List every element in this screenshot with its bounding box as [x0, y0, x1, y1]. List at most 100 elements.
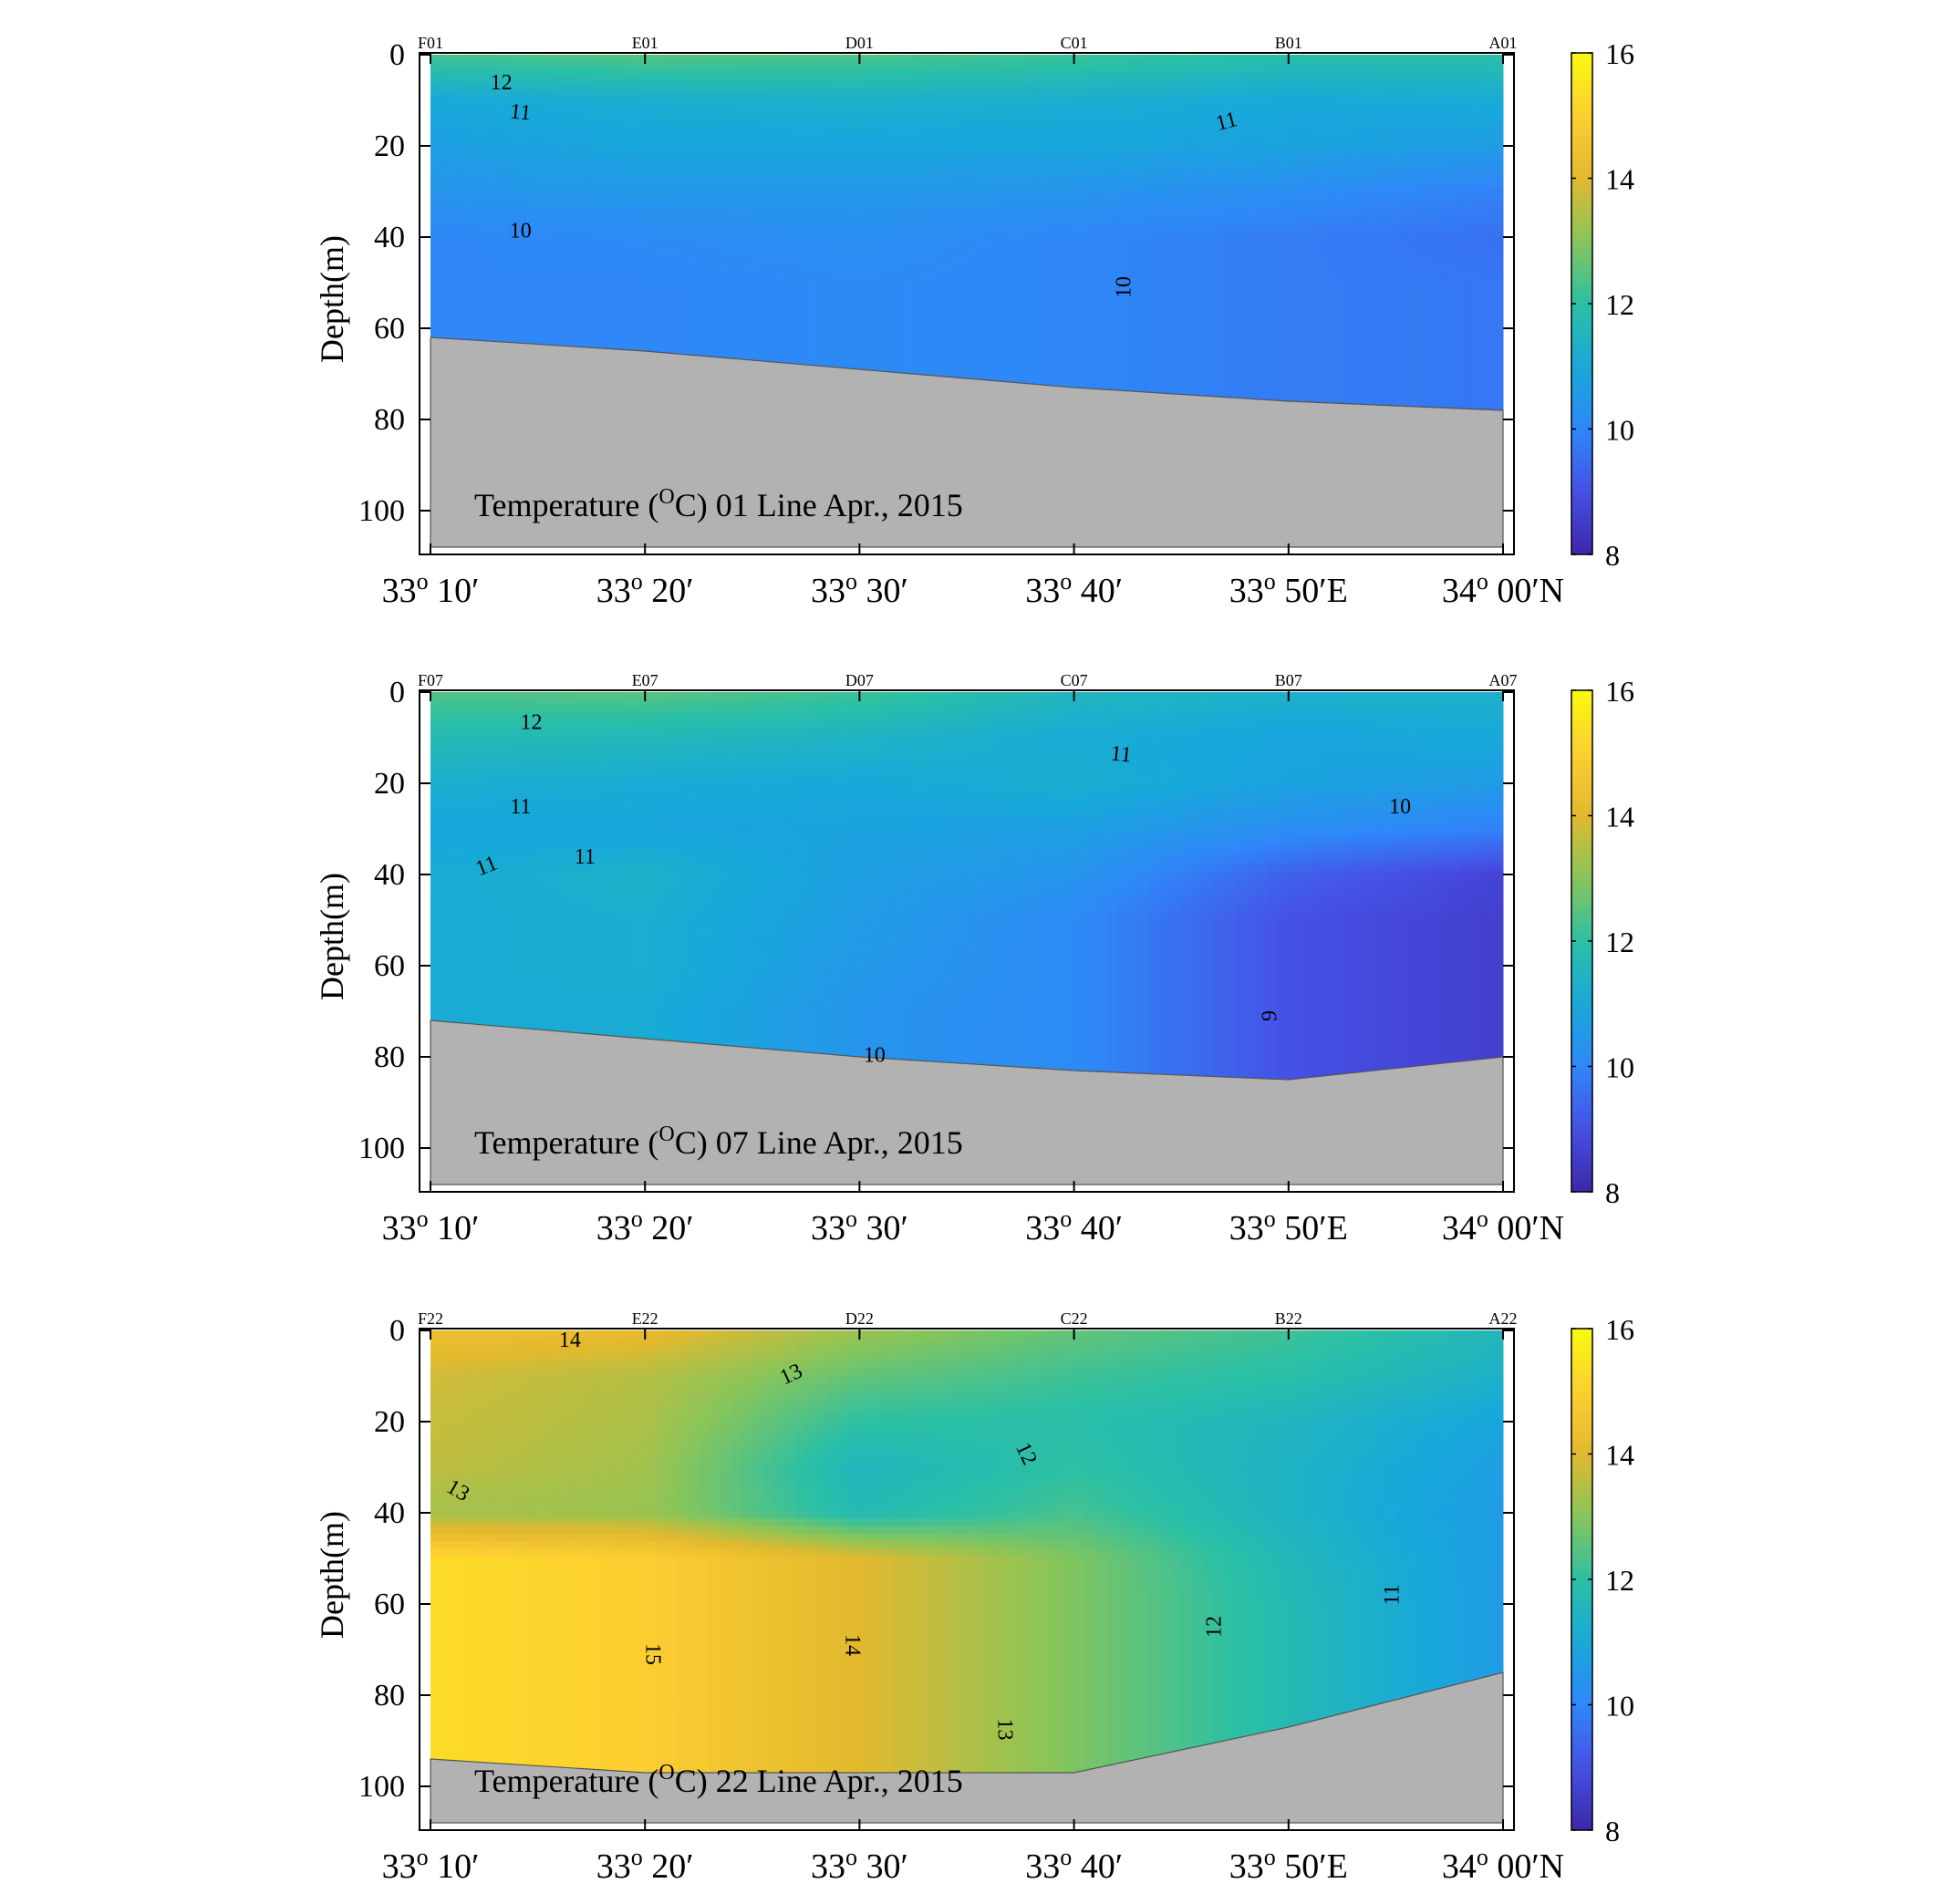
heat-cell — [1224, 78, 1236, 86]
heat-cell — [666, 292, 679, 299]
heat-cell — [451, 334, 463, 341]
heat-cell — [1170, 261, 1182, 268]
heat-cell — [1470, 194, 1483, 202]
heat-cell — [1116, 212, 1128, 220]
heat-cell — [591, 304, 603, 311]
heat-cell — [645, 109, 657, 117]
heat-cell — [1042, 231, 1053, 238]
heat-cell — [494, 121, 506, 129]
heat-cell — [762, 279, 774, 286]
heat-cell — [483, 243, 496, 250]
heat-cell — [1245, 249, 1258, 256]
heat-cell — [1427, 352, 1440, 359]
heat-cell — [612, 316, 625, 323]
heat-cell — [1020, 188, 1032, 195]
heat-cell — [688, 328, 700, 336]
heat-cell — [945, 231, 957, 238]
heat-cell — [891, 97, 904, 104]
heat-cell — [580, 304, 592, 311]
heat-cell — [1148, 237, 1161, 244]
heat-cell — [1020, 243, 1032, 250]
heat-cell — [1427, 60, 1440, 67]
heat-cell — [537, 249, 549, 256]
heat-cell — [1470, 201, 1483, 208]
heat-cell — [505, 78, 517, 86]
heat-cell — [1148, 219, 1161, 226]
heat-cell — [473, 194, 485, 202]
heat-cell — [666, 224, 679, 232]
heat-cell — [988, 133, 1000, 140]
heat-cell — [999, 231, 1011, 238]
heat-cell — [612, 151, 625, 159]
heat-cell — [1427, 164, 1440, 171]
heat-cell — [848, 310, 860, 317]
heat-cell — [1159, 170, 1172, 177]
heat-cell — [902, 328, 914, 336]
heat-cell — [1095, 60, 1107, 67]
heat-cell — [1116, 206, 1128, 213]
heat-cell — [1395, 347, 1407, 354]
heat-cell — [612, 140, 625, 147]
heat-cell — [1105, 334, 1118, 341]
heat-cell — [999, 78, 1011, 86]
heat-cell — [859, 103, 871, 110]
heat-cell — [623, 164, 636, 171]
heat-cell — [645, 224, 657, 232]
heat-cell — [1395, 176, 1407, 183]
heat-cell — [1406, 255, 1418, 263]
heat-cell — [1127, 334, 1139, 341]
heat-cell — [655, 316, 668, 323]
heat-cell — [934, 304, 947, 311]
heat-cell — [1384, 146, 1396, 153]
heat-cell — [688, 340, 700, 347]
heat-cell — [762, 219, 774, 226]
heat-cell — [655, 146, 668, 153]
heat-cell — [1267, 347, 1279, 354]
heat-cell — [537, 182, 549, 190]
heat-cell — [688, 212, 700, 220]
heat-cell — [945, 97, 957, 104]
heat-cell — [1031, 128, 1042, 135]
heat-cell — [1073, 316, 1085, 323]
heat-cell — [1245, 182, 1258, 190]
heat-cell — [1342, 158, 1353, 165]
heat-cell — [537, 194, 549, 202]
heat-cell — [1073, 334, 1085, 341]
heat-cell — [1084, 316, 1096, 323]
heat-cell — [720, 243, 731, 250]
heat-cell — [559, 267, 571, 274]
heat-cell — [1245, 219, 1258, 226]
heat-cell — [569, 164, 582, 171]
heat-cell — [784, 115, 796, 122]
heat-cell — [1181, 285, 1193, 293]
heat-cell — [1105, 146, 1118, 153]
heat-cell — [1256, 176, 1268, 183]
heat-cell — [1127, 206, 1139, 213]
heat-cell — [1116, 188, 1128, 195]
heat-cell — [1321, 85, 1332, 92]
heat-cell — [1105, 261, 1118, 268]
heat-cell — [913, 115, 925, 122]
heat-cell — [1278, 182, 1290, 190]
heat-cell — [451, 73, 463, 80]
heat-cell — [1331, 158, 1343, 165]
heat-cell — [1492, 176, 1504, 183]
heat-cell — [666, 103, 679, 110]
heat-cell — [1042, 267, 1053, 274]
heat-cell — [462, 158, 474, 165]
heat-cell — [1105, 55, 1118, 62]
heat-cell — [688, 91, 700, 98]
heat-cell — [988, 243, 1000, 250]
heat-cell — [773, 85, 785, 92]
heat-cell — [709, 328, 721, 336]
heat-cell — [816, 219, 828, 226]
heat-cell — [988, 255, 1000, 263]
heat-cell — [569, 85, 582, 92]
heat-cell — [967, 67, 979, 74]
heat-cell — [1481, 73, 1493, 80]
heat-cell — [559, 140, 571, 147]
heat-cell — [1459, 182, 1472, 190]
heat-cell — [1031, 201, 1042, 208]
heat-cell — [494, 219, 506, 226]
heat-cell — [1278, 285, 1290, 293]
